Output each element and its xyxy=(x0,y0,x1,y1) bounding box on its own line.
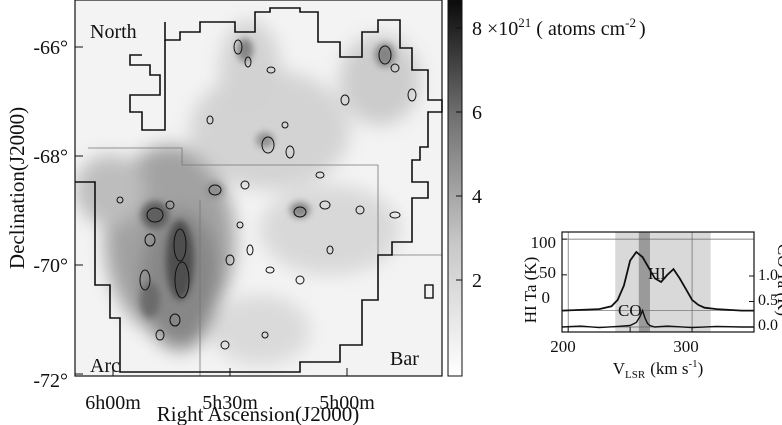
map-ytick-label: -72° xyxy=(33,370,68,392)
colorbar-tick-label: 2 xyxy=(472,270,482,292)
series-line-co xyxy=(561,308,754,329)
map-xtick-label: 5h30m xyxy=(202,392,258,414)
spectrum-x-tick-label: 200 xyxy=(550,337,576,356)
spectrum-left-tick-label: 50 xyxy=(539,263,556,282)
spectrum-xlabel-units-exp: -1 xyxy=(688,358,697,370)
spectrum-right-tick-label: 0.0 xyxy=(758,317,778,334)
colorbar-title-units: ( atoms cm xyxy=(536,18,625,40)
spectrum-xlabel-close: ) xyxy=(698,359,704,378)
spectrum-left-tick-label: 0 xyxy=(542,288,551,307)
map-ytick-label: -68° xyxy=(33,146,68,168)
map-y-ticks xyxy=(75,46,83,375)
velocity-peak-shade xyxy=(638,232,650,332)
survey-box-small xyxy=(424,284,434,299)
spectrum-right-axis-label: CO Ta (K) xyxy=(774,244,782,316)
series-label-co: CO xyxy=(618,301,642,320)
colorbar-gradient xyxy=(447,0,463,377)
colorbar: 8 ×1021 ( atoms cm-2) 6 4 2 xyxy=(447,0,646,377)
spectrum-left-tick-label: 100 xyxy=(531,233,557,252)
spectrum-xlabel-units: (km s xyxy=(650,359,688,378)
colorbar-tick-label: 6 xyxy=(472,102,482,124)
spectrum-xlabel-sub: LSR xyxy=(625,369,646,381)
map-xtick-label: 5h00m xyxy=(319,392,375,414)
annotation-bar: Bar xyxy=(390,348,419,370)
colorbar-title-prefix: 8 ×10 xyxy=(472,18,518,40)
velocity-range-shade xyxy=(615,232,711,332)
spectrum-ticks xyxy=(562,238,754,332)
spectrum-left-axis-label: HI Ta (K) xyxy=(521,257,540,323)
colorbar-title-exp: 21 xyxy=(518,15,531,30)
spectrum-xlabel-main: V xyxy=(613,359,626,378)
map-yaxis-label: Declination(J2000) xyxy=(5,107,29,269)
series-line-hi xyxy=(561,250,754,312)
colorbar-title-unit-exp: -2 xyxy=(625,15,636,30)
co-contours xyxy=(116,39,417,350)
spectrum-x-tick-label: 300 xyxy=(673,337,699,356)
map-x-ticks xyxy=(112,368,348,376)
colorbar-title-close: ) xyxy=(639,18,646,40)
map-xaxis-label: Right Ascension(J2000) xyxy=(157,402,359,425)
map-ytick-label: -70° xyxy=(33,255,68,277)
map-panel: North Arc Bar -66° -68° -70° -72° 6h00m … xyxy=(5,0,443,425)
survey-boundary-top xyxy=(129,40,166,131)
colorbar-tick-label: 4 xyxy=(472,186,482,208)
spectrum-right-tick-label: 0.5 xyxy=(758,292,778,309)
annotation-north: North xyxy=(90,21,137,43)
spectrum-right-tick-label: 1.0 xyxy=(758,267,778,284)
map-frame xyxy=(74,0,443,377)
annotation-arc: Arc xyxy=(90,355,120,377)
map-ytick-label: -66° xyxy=(33,37,68,59)
spectrum-frame xyxy=(561,231,755,333)
spectrum-panel: HI CO 50 100 0 1.0 0.5 0.0 200 300 VLSR (… xyxy=(521,231,782,381)
series-label-hi: HI xyxy=(648,264,666,283)
spectrum-x-axis-label: VLSR (km s-1) xyxy=(613,358,704,381)
map-xtick-label: 6h00m xyxy=(85,392,141,414)
colorbar-ticks xyxy=(456,27,462,281)
colorbar-title: 8 ×1021 ( atoms cm-2) xyxy=(472,15,646,40)
